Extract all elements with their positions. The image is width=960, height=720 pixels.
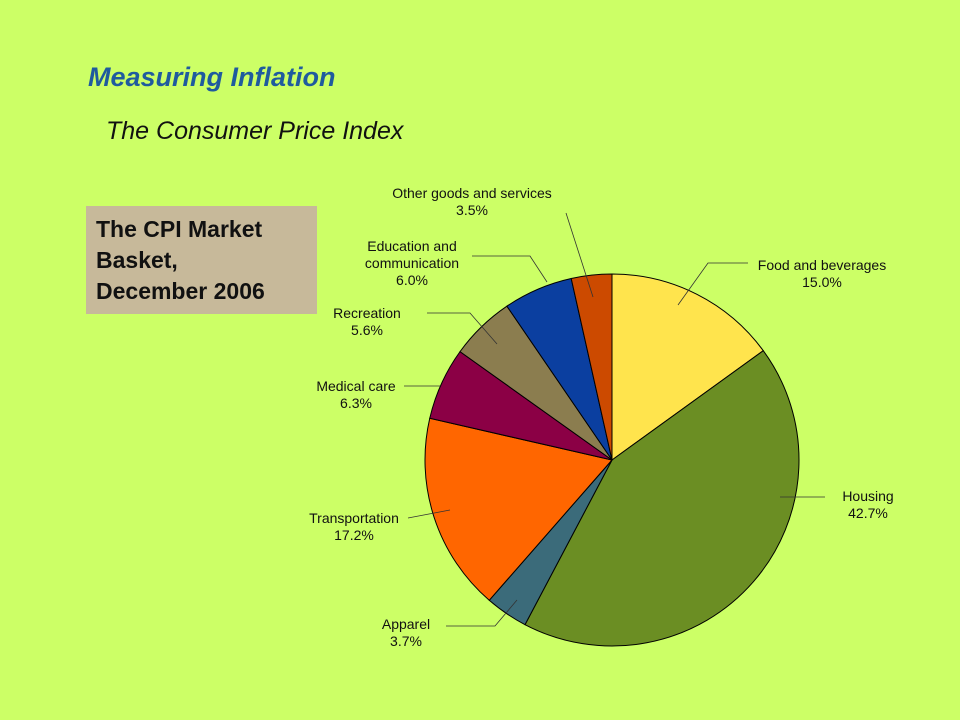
slice-category-label: Housing [842,488,893,504]
leader-line [565,212,594,298]
slice-category-label: Other goods and services [392,185,552,201]
slice-value-label: 15.0% [802,274,842,290]
leader-lines [404,212,825,627]
pie-slice [424,417,613,601]
slice-category-label: Education and [367,238,457,254]
box-line-2: Basket, [96,247,178,273]
leader-line [677,262,748,306]
slide-title: Measuring Inflation [88,62,336,92]
slice-value-label: 42.7% [848,505,888,521]
leader-line [407,509,451,519]
leader-line [472,255,548,283]
box-line-1: The CPI Market [96,216,263,242]
slice-value-label: 3.7% [390,633,422,649]
pie-slice [611,273,764,461]
slice-category-label: Medical care [316,378,396,394]
box-line-3: December 2006 [96,278,265,304]
slice-value-label: 3.5% [456,202,488,218]
slice-category-label: Recreation [333,305,401,321]
leader-line [427,312,498,345]
pie-slice [524,349,800,647]
slice-value-label: 17.2% [334,527,374,543]
slice-value-label: 5.6% [351,322,383,338]
slice-value-label: 6.3% [340,395,372,411]
pie-slice [570,273,613,461]
slice-category-label: Food and beverages [758,257,886,273]
slice-value-label: 6.0% [396,272,428,288]
pie-slices [424,273,800,647]
slice-category-label: Transportation [309,510,399,526]
market-basket-box: The CPI Market Basket, December 2006 [86,206,317,314]
slice-category-label: Apparel [382,616,430,632]
slide-subtitle: The Consumer Price Index [106,117,404,145]
slice-category-label: communication [365,255,459,271]
leader-line [446,599,518,627]
